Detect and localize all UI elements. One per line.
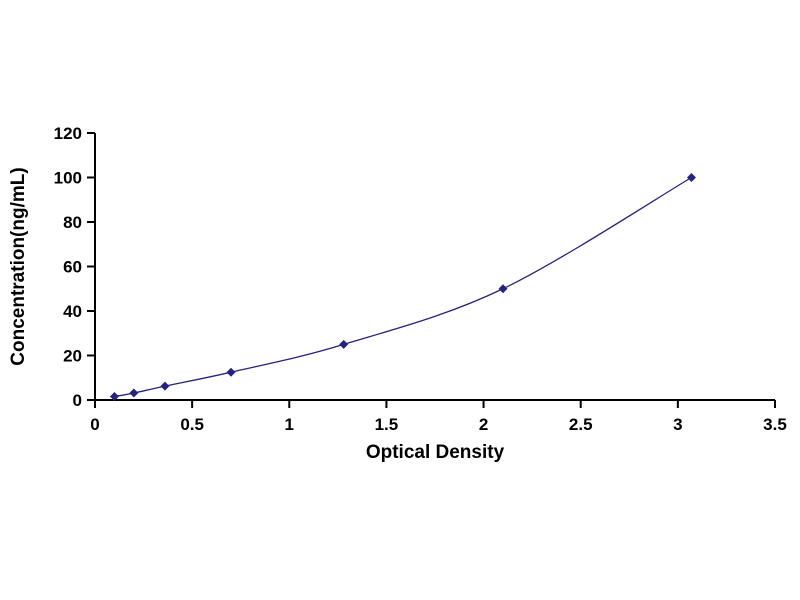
data-point-marker — [498, 284, 508, 294]
x-tick-label: 0 — [90, 415, 99, 434]
x-tick-label: 3 — [673, 415, 682, 434]
y-axis-title: Concentration(ng/mL) — [8, 167, 29, 365]
y-tick-label: 120 — [54, 124, 82, 143]
y-tick-label: 80 — [63, 213, 82, 232]
y-tick-label: 60 — [63, 258, 82, 277]
data-point-marker — [109, 392, 119, 402]
x-tick-label: 2.5 — [569, 415, 593, 434]
data-point-marker — [226, 367, 236, 377]
data-point-marker — [160, 381, 170, 391]
y-tick-label: 0 — [73, 391, 82, 410]
y-tick-label: 100 — [54, 169, 82, 188]
series-line — [114, 176, 692, 398]
x-tick-label: 3.5 — [763, 415, 787, 434]
y-tick-label: 20 — [63, 347, 82, 366]
data-point-marker — [129, 388, 139, 398]
data-point-marker — [339, 339, 349, 349]
data-point-marker — [686, 173, 696, 182]
x-tick-label: 1 — [285, 415, 294, 434]
y-tick-label: 40 — [63, 302, 82, 321]
x-tick-label: 0.5 — [180, 415, 204, 434]
x-tick-label: 2 — [479, 415, 488, 434]
axis-lines — [94, 133, 775, 401]
x-axis-title: Optical Density — [366, 442, 505, 463]
x-tick-label: 1.5 — [375, 415, 399, 434]
